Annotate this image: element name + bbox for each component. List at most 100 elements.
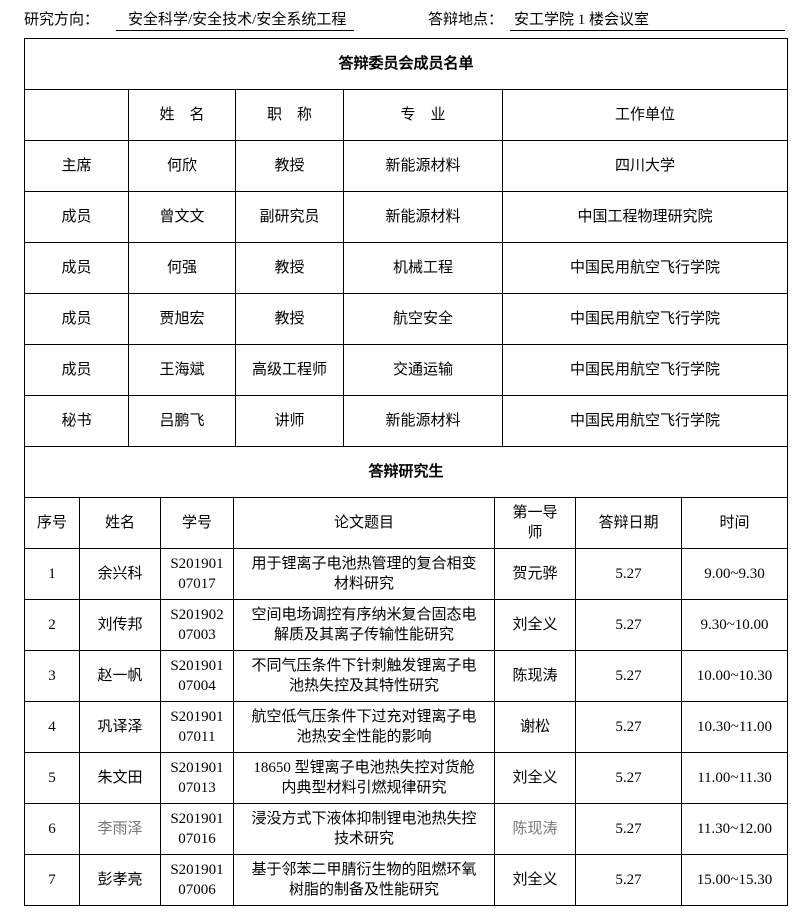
column-header: 序号 — [24, 497, 80, 549]
student-cell: 陈现涛 — [494, 650, 576, 702]
column-header: 学号 — [160, 497, 234, 549]
student-cell: 15.00~15.30 — [681, 854, 788, 906]
direction-label: 研究方向： — [24, 12, 100, 28]
location-label: 答辩地点： — [428, 12, 504, 28]
committee-cell: 教授 — [235, 242, 344, 294]
student-row: 3 赵一帆 S20190107004 不同气压条件下针刺触发锂离子电池热失控及其特性研… — [24, 650, 788, 702]
committee-title-row: 答辩委员会成员名单 — [24, 38, 788, 90]
column-header: 工作单位 — [502, 89, 788, 141]
committee-cell: 何欣 — [128, 140, 236, 192]
direction-text: 安全科学/安全技术/安全系统工程 — [128, 12, 347, 28]
student-row: 4 巩译泽 S20190107011 航空低气压条件下过充对锂离子电池热安全性能的影响… — [24, 701, 788, 753]
student-cell: S20190107011 — [160, 701, 234, 753]
student-cell: 余兴科 — [79, 548, 161, 600]
location-text: 安工学院 1 楼会议室 — [514, 12, 650, 28]
student-cell: 11.00~11.30 — [681, 752, 788, 804]
student-cell: 陈现涛 — [494, 803, 576, 855]
student-cell: 刘全义 — [494, 599, 576, 651]
student-cell: 5.27 — [575, 548, 682, 600]
student-cell: S20190107017 — [160, 548, 234, 600]
committee-cell: 新能源材料 — [343, 395, 503, 447]
committee-cell: 四川大学 — [502, 140, 788, 192]
student-cell: 1 — [24, 548, 80, 600]
committee-cell: 主席 — [24, 140, 129, 192]
committee-cell: 王海斌 — [128, 344, 236, 396]
student-cell: 7 — [24, 854, 80, 906]
committee-title: 答辩委员会成员名单 — [24, 38, 788, 90]
student-cell: 10.00~10.30 — [681, 650, 788, 702]
committee-cell: 新能源材料 — [343, 140, 503, 192]
committee-cell: 成员 — [24, 344, 129, 396]
committee-cell: 曾文文 — [128, 191, 236, 243]
column-header: 论文题目 — [233, 497, 495, 549]
committee-cell: 中国民用航空飞行学院 — [502, 395, 788, 447]
student-cell: 6 — [24, 803, 80, 855]
student-cell: 2 — [24, 599, 80, 651]
committee-cell: 成员 — [24, 242, 129, 294]
student-cell: 5.27 — [575, 650, 682, 702]
student-cell: 彭孝亮 — [79, 854, 161, 906]
column-header: 第一导师 — [494, 497, 576, 549]
student-cell: 5.27 — [575, 701, 682, 753]
location-value: 安工学院 1 楼会议室 — [510, 8, 785, 31]
committee-cell: 高级工程师 — [235, 344, 344, 396]
student-cell: 空间电场调控有序纳米复合固态电解质及其离子传输性能研究 — [233, 599, 495, 651]
student-cell: 5 — [24, 752, 80, 804]
student-cell: 谢松 — [494, 701, 576, 753]
committee-cell: 中国工程物理研究院 — [502, 191, 788, 243]
committee-row: 成员 何强 教授 机械工程 中国民用航空飞行学院 — [24, 242, 788, 294]
students-title-row: 答辩研究生 — [24, 446, 788, 498]
student-row: 5 朱文田 S20190107013 18650 型锂离子电池热失控对货舱内典型材料引… — [24, 752, 788, 804]
column-header: 时间 — [681, 497, 788, 549]
student-cell: 刘全义 — [494, 854, 576, 906]
column-header: 姓 名 — [128, 89, 236, 141]
student-row: 6 李雨泽 S20190107016 浸没方式下液体抑制锂电池热失控技术研究 陈现涛 5.… — [24, 803, 788, 855]
student-cell: 11.30~12.00 — [681, 803, 788, 855]
committee-row: 秘书 吕鹏飞 讲师 新能源材料 中国民用航空飞行学院 — [24, 395, 788, 447]
student-cell: 5.27 — [575, 599, 682, 651]
student-cell: 贺元骅 — [494, 548, 576, 600]
student-cell: 5.27 — [575, 854, 682, 906]
committee-header-row: 姓 名职 称专 业工作单位 — [24, 89, 788, 141]
student-cell: 用于锂离子电池热管理的复合相变材料研究 — [233, 548, 495, 600]
committee-row: 成员 贾旭宏 教授 航空安全 中国民用航空飞行学院 — [24, 293, 788, 345]
students-title: 答辩研究生 — [24, 446, 788, 498]
committee-cell: 中国民用航空飞行学院 — [502, 242, 788, 294]
column-header — [24, 89, 129, 141]
student-cell: 巩译泽 — [79, 701, 161, 753]
student-cell: 4 — [24, 701, 80, 753]
committee-cell: 何强 — [128, 242, 236, 294]
committee-cell: 交通运输 — [343, 344, 503, 396]
student-cell: S20190107006 — [160, 854, 234, 906]
committee-cell: 机械工程 — [343, 242, 503, 294]
committee-cell: 中国民用航空飞行学院 — [502, 293, 788, 345]
committee-cell: 贾旭宏 — [128, 293, 236, 345]
committee-cell: 成员 — [24, 293, 129, 345]
student-cell: 5.27 — [575, 752, 682, 804]
student-row: 2 刘传邦 S20190207003 空间电场调控有序纳米复合固态电解质及其离子传输性… — [24, 599, 788, 651]
committee-cell: 教授 — [235, 140, 344, 192]
committee-cell: 讲师 — [235, 395, 344, 447]
student-cell: 9.00~9.30 — [681, 548, 788, 600]
committee-cell: 秘书 — [24, 395, 129, 447]
student-cell: 不同气压条件下针刺触发锂离子电池热失控及其特性研究 — [233, 650, 495, 702]
committee-cell: 吕鹏飞 — [128, 395, 236, 447]
committee-row: 主席 何欣 教授 新能源材料 四川大学 — [24, 140, 788, 192]
student-cell: 9.30~10.00 — [681, 599, 788, 651]
column-header: 职 称 — [235, 89, 344, 141]
student-cell: 5.27 — [575, 803, 682, 855]
student-cell: 朱文田 — [79, 752, 161, 804]
students-header-row: 序号 姓名 学号 论文题目 第一导师 答辩日期 时间 — [24, 497, 788, 549]
student-cell: 3 — [24, 650, 80, 702]
student-cell: 浸没方式下液体抑制锂电池热失控技术研究 — [233, 803, 495, 855]
committee-cell: 成员 — [24, 191, 129, 243]
committee-row: 成员 曾文文 副研究员 新能源材料 中国工程物理研究院 — [24, 191, 788, 243]
student-cell: 基于邻苯二甲腈衍生物的阻燃环氧树脂的制备及性能研究 — [233, 854, 495, 906]
committee-cell: 新能源材料 — [343, 191, 503, 243]
committee-cell: 航空安全 — [343, 293, 503, 345]
student-row: 7 彭孝亮 S20190107006 基于邻苯二甲腈衍生物的阻燃环氧树脂的制备及性能研… — [24, 854, 788, 906]
student-cell: 10.30~11.00 — [681, 701, 788, 753]
committee-row: 成员 王海斌 高级工程师 交通运输 中国民用航空飞行学院 — [24, 344, 788, 396]
column-header: 姓名 — [79, 497, 161, 549]
student-cell: S20190107013 — [160, 752, 234, 804]
